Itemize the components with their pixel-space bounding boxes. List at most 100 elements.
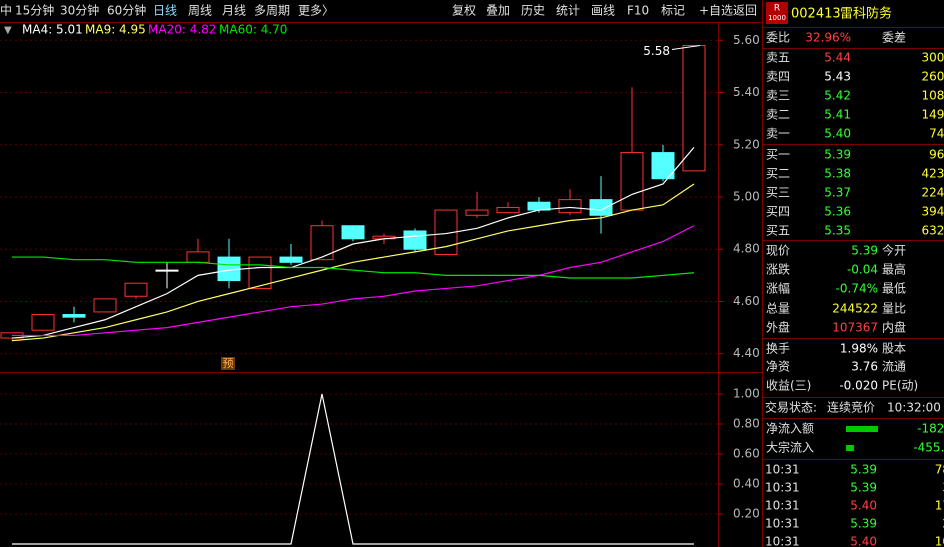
quote-label: 内盘 [882, 320, 906, 335]
tick-time: 10:31 [765, 463, 800, 477]
ask-volume: 1087 [921, 89, 944, 103]
quote-label: 股本 [882, 342, 906, 356]
quote-label: 现价 [766, 244, 790, 258]
stock-code: 002413 [791, 7, 841, 22]
quote-value: 5.39 [851, 244, 878, 258]
candle-body [341, 225, 365, 240]
toolbar-tab[interactable]: 月线 [222, 4, 246, 18]
toolbar-button[interactable]: 历史 [521, 4, 545, 18]
y-tick-label: 0.20 [733, 507, 760, 521]
quote-label: 流通 [882, 360, 906, 374]
toolbar-tab[interactable]: 周线 [188, 4, 212, 18]
toolbar-button[interactable]: 统计 [556, 4, 580, 18]
quote-value: 107367 [832, 321, 878, 335]
quote-label: 总量 [766, 302, 790, 316]
toolbar-button[interactable]: 返回 [733, 4, 757, 18]
ma-line [11, 146, 695, 339]
y-tick-label: 0.60 [733, 447, 760, 461]
quote-label: 涨幅 [766, 281, 790, 296]
tick-volume: 10 [935, 535, 944, 547]
candle-body [62, 314, 86, 318]
quote-label: 外盘 [766, 320, 790, 335]
flow-bar [846, 445, 854, 451]
tick-volume: 17 [935, 499, 944, 513]
ask-volume: 2604 [921, 70, 944, 84]
ask-price: 5.41 [824, 108, 851, 122]
flow-label: 净流入额 [766, 422, 814, 436]
flow-value: -455.7 [913, 441, 944, 455]
toolbar-tab[interactable]: 60分钟 [107, 3, 146, 18]
y-tick-label: 1.00 [733, 387, 760, 401]
bid-label: 买三 [766, 186, 790, 200]
toolbar-button[interactable]: 标记 [661, 4, 685, 18]
candle-body [620, 152, 644, 211]
bid-volume: 2248 [921, 186, 944, 200]
tick-time: 10:31 [765, 499, 800, 513]
quote-label: 最低 [882, 282, 906, 296]
candle-body [93, 298, 117, 313]
quote-label: 量比 [882, 302, 906, 316]
flow-value: -1828 [917, 422, 944, 436]
quote-value: -0.020 [839, 379, 878, 393]
bid-price: 5.35 [824, 224, 851, 238]
tick-volume: 78 [935, 463, 944, 477]
toolbar-button[interactable]: F10 [627, 4, 649, 18]
quote-value: -0.74% [836, 282, 878, 296]
ask-label: 卖四 [766, 70, 790, 84]
quote-label: PE(动) [882, 379, 918, 393]
marker-bg [221, 357, 235, 370]
toolbar-tab[interactable]: 多周期 [254, 4, 290, 18]
toolbar-tab[interactable]: 30分钟 [60, 3, 99, 18]
tick-price: 5.40 [850, 499, 877, 513]
y-tick-label: 0.40 [733, 477, 760, 491]
candle-body [465, 209, 489, 216]
ask-price: 5.43 [824, 70, 851, 84]
candle-body [558, 199, 582, 214]
toolbar-button[interactable]: 画线 [591, 4, 615, 18]
candle-body [310, 225, 334, 261]
candle-body [651, 152, 675, 180]
status-time: 10:32:00 [887, 401, 941, 415]
y-tick-label: 5.20 [733, 137, 760, 151]
ma-line [12, 256, 695, 279]
bid-label: 买四 [766, 205, 790, 219]
indicator-line [12, 393, 694, 545]
badge-sub: 1000 [768, 14, 786, 22]
candle-body [589, 199, 613, 216]
quote-label: 今开 [882, 243, 906, 258]
bid-volume: 4236 [921, 167, 944, 181]
stock-badge [766, 2, 788, 24]
ask-price: 5.40 [824, 127, 851, 141]
toolbar-button[interactable]: 复权 [452, 4, 476, 18]
quote-label: 换手 [766, 342, 790, 356]
toolbar-tab[interactable]: 15分钟 [15, 3, 54, 18]
stock-name: 雷科防务 [840, 6, 892, 22]
tick-price: 5.40 [850, 535, 877, 547]
candle-body [31, 314, 55, 331]
bid-label: 买五 [766, 224, 790, 238]
ask-label: 卖一 [766, 127, 790, 141]
ask-label: 卖三 [766, 89, 790, 103]
toolbar-button[interactable]: +自选 [699, 4, 733, 18]
candle-body [186, 251, 210, 263]
max-label: 5.58 [643, 44, 670, 58]
ask-volume: 1494 [921, 108, 944, 122]
bid-price: 5.36 [824, 205, 851, 219]
toolbar-tab[interactable]: 日线 [153, 4, 177, 18]
legend-entry: MA20: 4.82 [148, 23, 216, 37]
quote-label: 涨跌 [766, 262, 790, 277]
flow-label: 大宗流入 [766, 440, 814, 455]
value: 32.96% [805, 31, 851, 45]
y-tick-label: 5.00 [733, 190, 760, 204]
quote-value: 3.76 [851, 360, 878, 374]
toolbar-button[interactable]: 叠加 [486, 4, 510, 18]
bid-price: 5.37 [824, 186, 851, 200]
badge-letter: R [774, 4, 780, 14]
legend-icon: ▼ [4, 25, 12, 36]
toolbar-tab[interactable]: 更多〉 [298, 4, 334, 18]
tick-time: 10:31 [765, 481, 800, 495]
toolbar-tab[interactable]: 中 [0, 3, 12, 18]
